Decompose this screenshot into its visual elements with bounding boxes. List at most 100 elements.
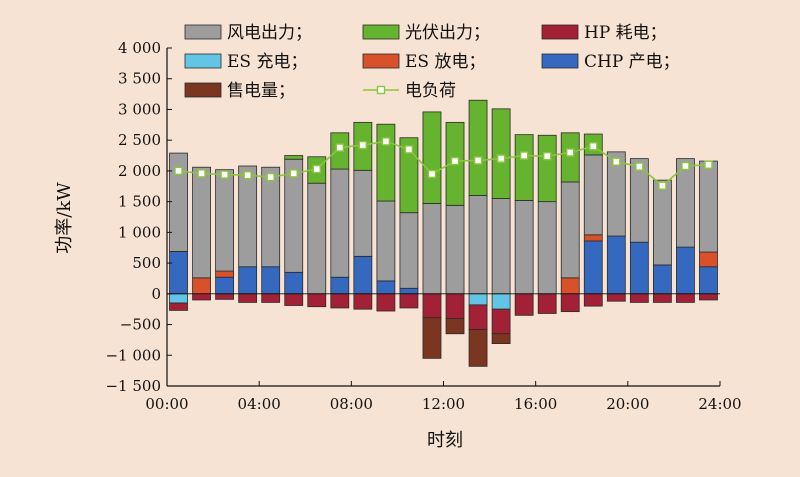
bar-series5-h20 [606, 235, 626, 295]
bar-series1-h6 [284, 155, 304, 160]
bar-series2-h14 [468, 304, 488, 330]
legend-swatch-0 [184, 24, 222, 40]
load-marker-h9 [358, 140, 368, 150]
bar-series4-h2 [192, 277, 211, 295]
bar-series2-h12 [422, 293, 442, 319]
bar-series0-h24 [699, 160, 718, 253]
bar-series1-h15 [491, 108, 511, 199]
x-tick-label: 04:00 [238, 395, 281, 413]
load-marker-h16 [519, 151, 529, 160]
bar-series1-h11 [399, 137, 419, 214]
bar-series0-h15 [491, 198, 511, 295]
bar-series2-h15 [491, 308, 511, 335]
bar-series2-h6 [284, 293, 304, 306]
load-marker-h13 [450, 156, 460, 166]
bar-series2-h7 [307, 293, 327, 308]
y-tick-label: 500 [132, 254, 161, 272]
bar-series2-h5 [261, 293, 281, 303]
load-marker-h4 [243, 171, 252, 180]
legend-label-6: 售电量； [227, 81, 295, 101]
bar-series0-h14 [468, 195, 488, 295]
bar-series1-h18 [560, 132, 580, 183]
bar-series5-h5 [261, 266, 281, 295]
bar-series2-h20 [606, 293, 626, 302]
bar-series5-h19 [583, 240, 603, 295]
bar-series2-h3 [215, 293, 235, 300]
bar-series5-h3 [215, 276, 235, 295]
bar-series0-h7 [307, 182, 327, 295]
y-tick-label: 2 000 [118, 162, 161, 180]
y-tick-label: 1 000 [118, 223, 161, 241]
legend-label-1: 光伏出力； [405, 23, 490, 43]
bar-series2-h13 [445, 293, 465, 319]
bar-series0-h11 [399, 212, 419, 289]
y-axis-label: 功率/kW [54, 182, 75, 254]
x-tick-label: 00:00 [145, 395, 188, 413]
bar-series2-h8 [330, 293, 350, 309]
axes-layer: −1 500 −1 000 −500 0 500 1 000 1 500 2 000 2 500… [105, 39, 741, 413]
legend-swatch-5 [541, 53, 579, 69]
bar-series5-h6 [284, 271, 304, 295]
load-marker-h21 [635, 162, 644, 171]
bar-series3-h15 [491, 293, 511, 310]
x-tick-label: 08:00 [330, 395, 373, 413]
load-marker-h15 [496, 154, 506, 163]
bar-series0-h3 [215, 169, 235, 272]
y-tick-label: 2 500 [118, 131, 161, 149]
y-tick-label: −500 [120, 316, 161, 334]
y-tick-label: −1 000 [105, 346, 161, 364]
load-marker-h14 [473, 156, 483, 165]
bar-series0-h18 [560, 181, 580, 279]
load-marker-h8 [335, 143, 345, 152]
bars-layer [169, 99, 718, 367]
bar-series3-h1 [169, 293, 188, 304]
x-axis-label: 时刻 [427, 430, 463, 451]
bar-series6-h12 [422, 317, 442, 359]
bar-series5-h8 [330, 276, 350, 295]
legend-swatch-2 [541, 24, 579, 40]
legend-label-5: CHP 产电； [584, 52, 680, 72]
bar-series2-h19 [583, 293, 603, 307]
x-tick-label: 16:00 [514, 395, 557, 413]
bar-series2-h9 [353, 293, 373, 310]
legend-label-7: 电负荷 [405, 81, 456, 101]
bar-series0-h23 [676, 158, 695, 248]
load-marker-h12 [427, 169, 437, 179]
load-marker-h2 [197, 169, 206, 178]
bar-series1-h16 [514, 134, 534, 201]
bar-series1-h17 [537, 134, 557, 203]
load-marker-h6 [289, 169, 298, 178]
load-marker-h10 [381, 137, 391, 146]
bar-series0-h13 [445, 204, 465, 295]
bar-series0-h16 [514, 200, 534, 295]
load-line-layer [174, 137, 713, 190]
bar-series5-h22 [652, 264, 672, 295]
load-marker-h24 [704, 160, 713, 169]
bar-series6-h13 [445, 317, 465, 335]
load-marker-h22 [658, 181, 667, 190]
load-marker-h17 [542, 151, 552, 161]
legend-swatch-6 [184, 82, 222, 98]
bar-series0-h2 [192, 166, 211, 279]
bar-series0-h19 [583, 154, 603, 236]
bar-series1-h14 [468, 99, 488, 196]
legend-swatch-3 [184, 53, 222, 69]
bar-series1-h12 [422, 111, 442, 204]
load-marker-h3 [220, 170, 229, 179]
y-tick-label: 3 500 [118, 70, 161, 88]
bar-series5-h21 [629, 241, 649, 295]
bar-series2-h4 [238, 293, 258, 303]
bar-series0-h5 [261, 166, 281, 268]
x-tick-label: 20:00 [606, 395, 649, 413]
bar-series2-h21 [629, 293, 649, 303]
bar-series4-h19 [583, 234, 603, 242]
bar-series2-h17 [537, 293, 557, 314]
y-tick-label: 0 [151, 285, 161, 303]
bar-series0-h22 [652, 179, 672, 266]
bar-series0-h8 [330, 168, 350, 278]
load-marker-h20 [612, 157, 621, 166]
bar-series4-h3 [215, 270, 235, 278]
bar-series5-h1 [169, 251, 188, 295]
